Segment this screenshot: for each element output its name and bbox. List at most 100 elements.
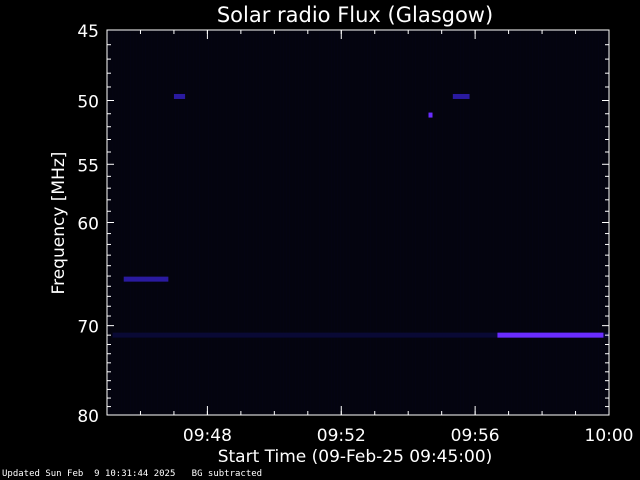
texture-line [433, 32, 434, 413]
footer-updated: Updated Sun Feb 9 10:31:44 2025 [2, 469, 176, 479]
texture-line [436, 32, 437, 413]
texture-line [565, 32, 566, 413]
texture-line [385, 32, 386, 413]
texture-line [490, 32, 491, 413]
texture-line [301, 32, 302, 413]
texture-line [214, 32, 215, 413]
texture-line [127, 32, 128, 413]
y-tick-label: 50 [77, 93, 99, 113]
narrowband-feature [112, 332, 610, 338]
texture-line [307, 32, 308, 413]
texture-line [148, 32, 149, 413]
texture-line [295, 32, 296, 413]
texture-line [151, 32, 152, 413]
texture-line [160, 32, 161, 413]
texture-line [403, 32, 404, 413]
texture-line [553, 32, 554, 413]
texture-line [406, 32, 407, 413]
texture-line [382, 32, 383, 413]
texture-line [193, 32, 194, 413]
chart-title: Solar radio Flux (Glasgow) [217, 3, 493, 27]
texture-line [478, 32, 479, 413]
texture-line [427, 32, 428, 413]
texture-line [556, 32, 557, 413]
texture-line [241, 32, 242, 413]
texture-line [268, 32, 269, 413]
texture-line [145, 32, 146, 413]
texture-line [484, 32, 485, 413]
narrowband-feature [497, 332, 604, 338]
texture-line [286, 32, 287, 413]
y-axis-label: Frequency [MHz] [49, 152, 69, 295]
texture-line [469, 32, 470, 413]
texture-line [550, 32, 551, 413]
texture-line [265, 32, 266, 413]
texture-line [562, 32, 563, 413]
texture-line [328, 32, 329, 413]
texture-line [142, 32, 143, 413]
y-tick-label: 60 [77, 215, 99, 235]
plot-area [107, 30, 610, 415]
texture-line [283, 32, 284, 413]
texture-line [502, 32, 503, 413]
texture-line [589, 32, 590, 413]
texture-line [232, 32, 233, 413]
texture-line [121, 32, 122, 413]
texture-line [253, 32, 254, 413]
texture-line [226, 32, 227, 413]
y-tick-label: 80 [77, 407, 99, 427]
texture-line [202, 32, 203, 413]
texture-line [208, 32, 209, 413]
texture-line [304, 32, 305, 413]
texture-line [271, 32, 272, 413]
texture-line [418, 32, 419, 413]
footer: Updated Sun Feb 9 10:31:44 2025 BG subtr… [2, 469, 262, 479]
texture-line [157, 32, 158, 413]
texture-line [448, 32, 449, 413]
texture-line [508, 32, 509, 413]
texture-line [220, 32, 221, 413]
texture-line [571, 32, 572, 413]
texture-line [601, 32, 602, 413]
texture-line [217, 32, 218, 413]
texture-line [442, 32, 443, 413]
texture-line [178, 32, 179, 413]
texture-line [259, 32, 260, 413]
spot-feature [428, 112, 433, 118]
texture-line [337, 32, 338, 413]
texture-line [355, 32, 356, 413]
texture-line [190, 32, 191, 413]
texture-line [256, 32, 257, 413]
texture-line [181, 32, 182, 413]
texture-line [463, 32, 464, 413]
texture-line [379, 32, 380, 413]
texture-line [346, 32, 347, 413]
texture-line [568, 32, 569, 413]
texture-line [199, 32, 200, 413]
texture-line [472, 32, 473, 413]
narrowband-feature [123, 276, 169, 282]
texture-line [580, 32, 581, 413]
texture-line [229, 32, 230, 413]
texture-line [367, 32, 368, 413]
texture-line [430, 32, 431, 413]
texture-line [325, 32, 326, 413]
texture-line [499, 32, 500, 413]
texture-line [334, 32, 335, 413]
texture-line [598, 32, 599, 413]
texture-line [529, 32, 530, 413]
texture-line [559, 32, 560, 413]
texture-line [133, 32, 134, 413]
texture-line [547, 32, 548, 413]
texture-line [592, 32, 593, 413]
texture-line [466, 32, 467, 413]
texture-line [415, 32, 416, 413]
texture-line [409, 32, 410, 413]
x-tick-label: 09:56 [451, 426, 500, 446]
texture-line [280, 32, 281, 413]
texture-line [184, 32, 185, 413]
texture-line [187, 32, 188, 413]
texture-line [343, 32, 344, 413]
texture-line [238, 32, 239, 413]
texture-line [451, 32, 452, 413]
